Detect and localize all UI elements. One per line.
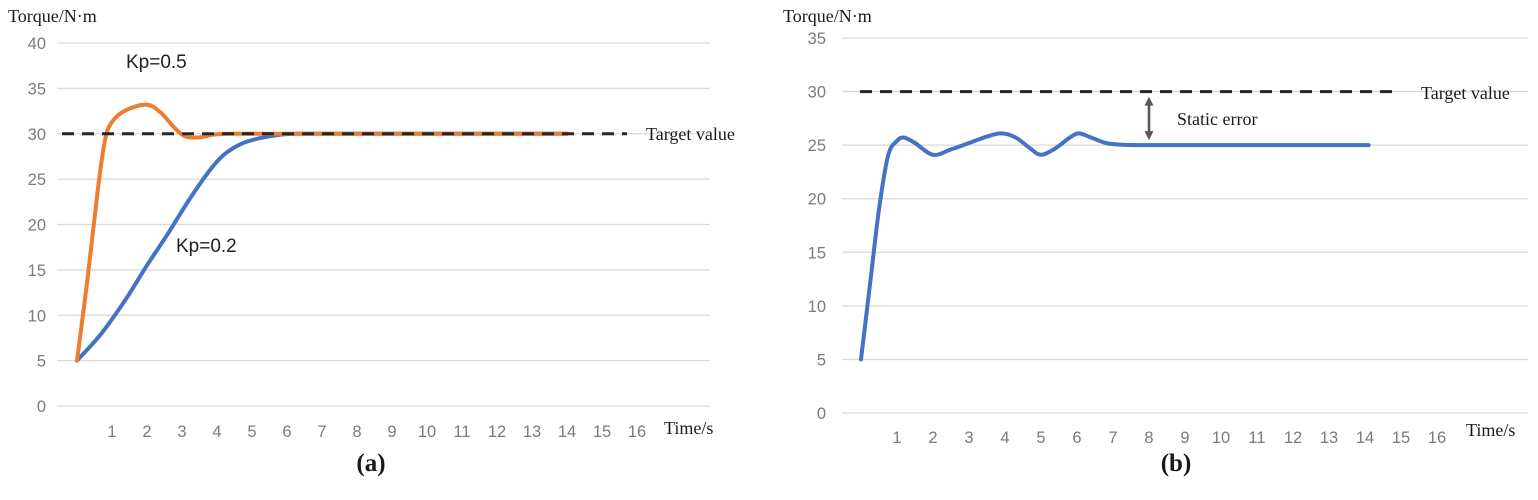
y-tick-label-0: 0 [817,405,826,423]
y-tick-label-0: 0 [37,398,46,416]
y-tick-label-5: 5 [37,353,46,371]
x-tick-label-13: 13 [523,423,541,441]
x-tick-label-10: 10 [418,423,436,441]
x-tick-label-12: 12 [1284,429,1302,447]
y-tick-label-30: 30 [28,126,46,144]
x-tick-label-14: 14 [1356,429,1374,447]
series-label-kp-0.2: Kp=0.2 [176,236,237,257]
x-axis-title-chart-a: Time/s [664,418,714,438]
y-tick-label-10: 10 [808,298,826,316]
x-tick-label-1: 1 [107,423,116,441]
series-line-kp-0-2 [75,131,569,363]
x-tick-label-11: 11 [1248,429,1265,447]
x-tick-label-7: 7 [1108,429,1117,447]
x-tick-label-15: 15 [1392,429,1410,447]
y-tick-label-35: 35 [28,80,46,98]
subfigure-caption-a: (a) [356,450,386,477]
y-tick-label-25: 25 [808,137,826,155]
y-tick-label-20: 20 [28,217,46,235]
x-tick-label-13: 13 [1320,429,1338,447]
static-error-arrowhead-up [1144,96,1154,106]
series-line-kp-0-5 [75,102,569,363]
y-tick-label-35: 35 [808,30,826,48]
x-axis-title-chart-b: Time/s [1466,420,1516,440]
y-tick-label-10: 10 [28,307,46,325]
static-error-label: Static error [1177,109,1258,129]
x-tick-label-10: 10 [1212,429,1230,447]
x-tick-label-16: 16 [628,423,646,441]
target-value-label-chart-a: Target value [646,124,735,144]
x-tick-label-6: 6 [1072,429,1081,447]
y-tick-label-40: 40 [28,35,46,53]
x-tick-label-16: 16 [1428,429,1446,447]
x-tick-label-6: 6 [282,423,291,441]
y-tick-label-15: 15 [28,262,46,280]
x-tick-label-5: 5 [1036,429,1045,447]
x-tick-label-4: 4 [1000,429,1009,447]
x-tick-label-11: 11 [453,423,470,441]
x-tick-label-7: 7 [317,423,326,441]
x-tick-label-14: 14 [558,423,576,441]
x-tick-label-2: 2 [928,429,937,447]
x-tick-label-2: 2 [142,423,151,441]
x-tick-label-8: 8 [352,423,361,441]
subfigure-caption-b: (b) [1160,450,1192,477]
x-tick-label-4: 4 [212,423,221,441]
static-error-arrowhead-down [1144,131,1154,141]
y-axis-title-chart-b: Torque/N·m [783,6,872,26]
x-tick-label-9: 9 [387,423,396,441]
y-tick-label-5: 5 [817,351,826,369]
x-tick-label-3: 3 [177,423,186,441]
series-label-kp-0.5: Kp=0.5 [126,52,187,73]
y-tick-label-20: 20 [808,191,826,209]
x-tick-label-5: 5 [247,423,256,441]
y-axis-title-chart-a: Torque/N·m [8,6,97,26]
x-tick-label-15: 15 [593,423,611,441]
x-tick-label-1: 1 [892,429,901,447]
x-tick-label-12: 12 [488,423,506,441]
x-tick-label-8: 8 [1144,429,1153,447]
y-tick-label-30: 30 [808,84,826,102]
x-tick-label-9: 9 [1180,429,1189,447]
target-value-label-chart-b: Target value [1421,83,1510,103]
x-tick-label-3: 3 [964,429,973,447]
y-tick-label-25: 25 [28,171,46,189]
series-line-pi-response-with-static-error [859,131,1371,362]
y-tick-label-15: 15 [808,244,826,262]
